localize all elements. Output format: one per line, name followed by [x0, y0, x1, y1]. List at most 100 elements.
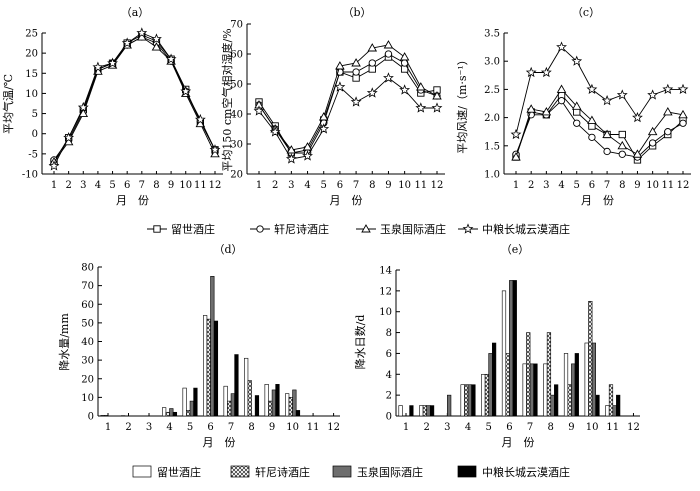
series-line — [258, 44, 438, 151]
x-tick-label: 9 — [269, 422, 275, 433]
bar — [612, 405, 617, 417]
data-point — [334, 81, 346, 92]
series-4 — [409, 280, 621, 417]
bar — [230, 393, 235, 417]
x-tick-label: 11 — [661, 180, 674, 191]
panel-title: （a） — [121, 6, 150, 19]
bar — [546, 332, 552, 417]
x-tick-label: 3 — [80, 180, 86, 191]
legend-marker — [361, 224, 371, 233]
x-tick-label: 9 — [385, 180, 391, 191]
data-point — [663, 107, 673, 116]
x-tick-label: 4 — [95, 180, 101, 191]
bar — [182, 387, 187, 417]
series-line — [515, 88, 684, 158]
bar — [292, 389, 297, 417]
bar — [460, 384, 465, 417]
bar — [227, 400, 232, 417]
bar — [210, 276, 215, 417]
y-tick-label: 80 — [81, 263, 94, 274]
bar — [213, 320, 219, 417]
bar — [206, 318, 211, 417]
data-point — [352, 74, 360, 82]
x-tick-label: 5 — [321, 180, 327, 191]
x-tick-label: 5 — [109, 180, 115, 191]
data-point — [399, 84, 411, 95]
bar — [550, 394, 555, 417]
y-tick-label: 0 — [386, 412, 392, 423]
x-tick-label: 2 — [423, 422, 429, 433]
x-tick-label: 4 — [304, 180, 310, 191]
data-point — [618, 150, 626, 158]
chart-c: 1.01.52.02.53.03.51 2 3 4 5 6 7 8 9 10 11 12月 份（c）平… — [456, 6, 691, 207]
data-point — [571, 55, 583, 66]
data-point — [525, 66, 537, 78]
data-point — [573, 119, 581, 127]
series-line — [53, 36, 216, 161]
y-tick-label: 30 — [81, 356, 94, 367]
x-tick-label: 11 — [307, 422, 320, 433]
x-tick-label: 7 — [228, 422, 234, 433]
y-tick-label: 10 — [379, 307, 392, 318]
data-point — [399, 52, 410, 61]
bar — [554, 384, 559, 417]
y-tick-label: 10 — [25, 89, 38, 100]
data-point — [351, 58, 361, 67]
legend-item-2: 轩尼诗酒庄 — [230, 465, 310, 479]
data-point — [318, 123, 330, 134]
legend-marker — [153, 225, 161, 233]
data-point — [647, 89, 659, 100]
legend-item-3: 玉泉国际酒庄 — [356, 222, 446, 236]
bar — [492, 342, 497, 417]
series-3 — [49, 32, 220, 166]
x-tick-label: 8 — [619, 180, 625, 191]
data-point — [121, 37, 133, 48]
x-tick-label: 4 — [166, 422, 172, 433]
x-tick-label: 2 — [65, 180, 71, 191]
y-tick-label: 8 — [386, 328, 392, 339]
bar — [409, 405, 414, 417]
x-tick-label: 3 — [146, 422, 152, 433]
bar — [162, 407, 167, 417]
x-tick-label: 6 — [506, 422, 512, 433]
data-point — [526, 104, 536, 113]
bar — [172, 411, 178, 417]
data-point — [432, 91, 442, 100]
legend-marker — [256, 225, 264, 233]
panel-title: （d） — [213, 243, 242, 256]
data-point — [78, 108, 89, 118]
legend-swatch — [230, 465, 250, 478]
data-point — [541, 107, 552, 116]
x-tick-label: 12 — [209, 180, 222, 191]
bar — [501, 290, 507, 417]
data-point — [587, 115, 597, 124]
bar — [526, 332, 531, 417]
data-point — [350, 96, 362, 107]
y-tick-label: 25 — [25, 29, 38, 40]
x-tick-label: 12 — [327, 422, 340, 433]
x-tick-label: 1 — [256, 180, 262, 191]
bar — [522, 363, 527, 417]
bar — [567, 384, 572, 417]
y-tick-label: 50 — [230, 80, 243, 91]
data-point — [285, 153, 297, 164]
data-point — [556, 41, 567, 52]
bar — [169, 408, 174, 417]
x-tick-label: 2 — [528, 180, 534, 191]
data-point — [679, 119, 687, 127]
data-point — [416, 82, 426, 91]
legend-label: 留世酒庄 — [171, 222, 215, 236]
series-1 — [100, 315, 290, 417]
x-tick-label: 12 — [431, 180, 444, 191]
y-tick-label: 60 — [230, 50, 243, 61]
legend-label: 中粮长城云漠酒庄 — [482, 222, 570, 236]
data-point — [556, 84, 567, 93]
y-tick-label: 10 — [81, 393, 94, 404]
bar — [193, 387, 198, 417]
x-tick-label: 5 — [486, 422, 492, 433]
data-point — [286, 145, 297, 154]
x-tick-label: 11 — [606, 422, 619, 433]
x-tick-label: 11 — [414, 180, 427, 191]
legend-item-4: 中粮长城云漠酒庄 — [458, 222, 570, 236]
